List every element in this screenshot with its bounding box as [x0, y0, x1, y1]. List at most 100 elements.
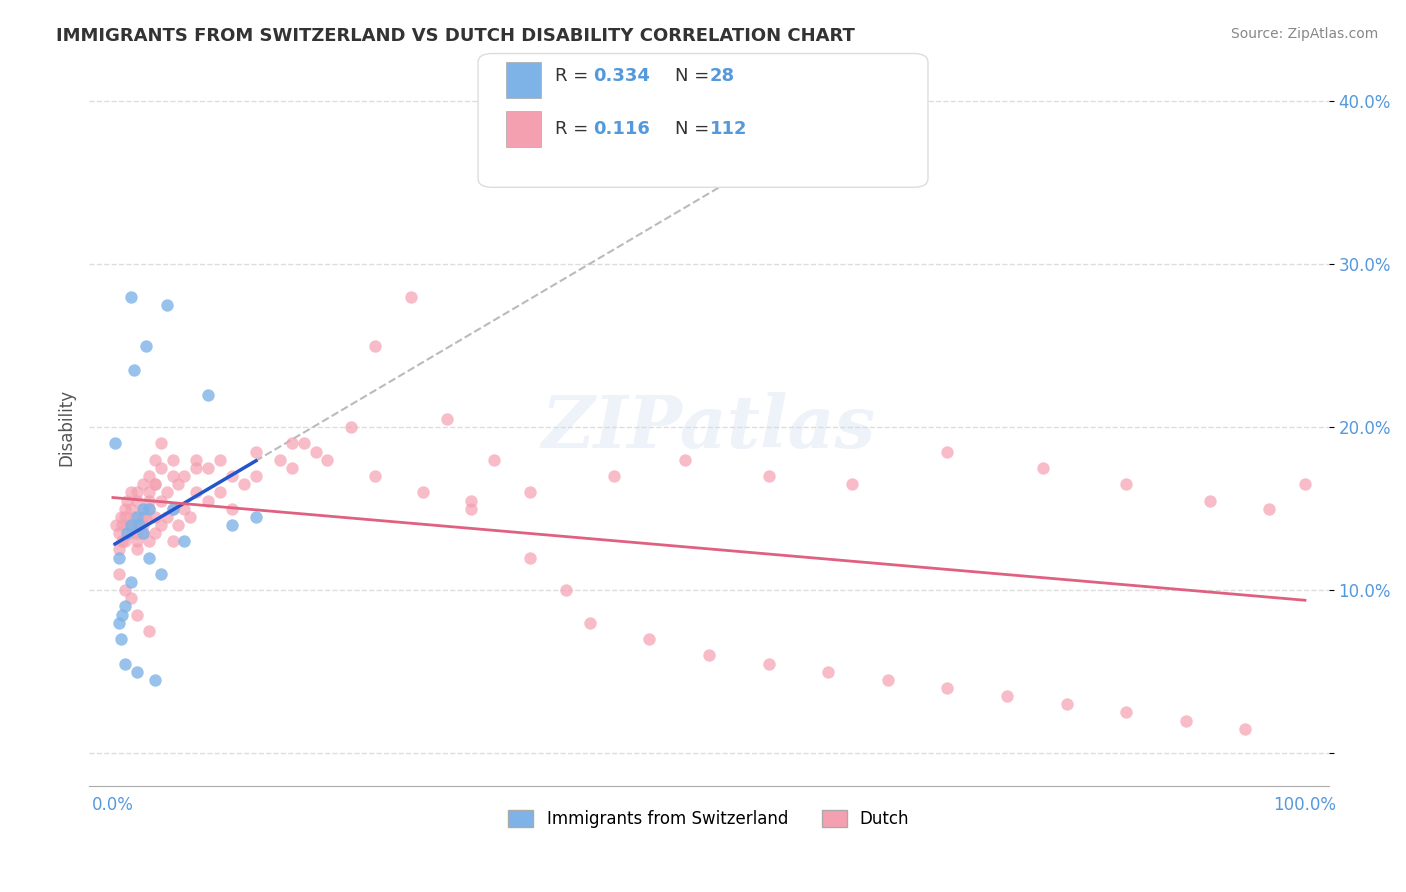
- Point: [936, 444, 959, 458]
- Point: [125, 493, 148, 508]
- Point: [1056, 698, 1078, 712]
- Point: [173, 469, 195, 483]
- Point: [519, 485, 541, 500]
- Point: [114, 501, 136, 516]
- Point: [104, 436, 127, 450]
- Point: [167, 518, 190, 533]
- Point: [519, 550, 541, 565]
- Point: [280, 461, 302, 475]
- Point: [269, 452, 291, 467]
- Point: [484, 452, 506, 467]
- Point: [120, 485, 142, 500]
- Point: [758, 657, 780, 671]
- Point: [758, 469, 780, 483]
- Point: [125, 526, 148, 541]
- Point: [162, 501, 184, 516]
- Point: [138, 501, 160, 516]
- Point: [125, 665, 148, 679]
- Point: [111, 534, 134, 549]
- Point: [602, 469, 624, 483]
- Point: [1258, 501, 1281, 516]
- Point: [138, 550, 160, 565]
- Point: [138, 624, 160, 638]
- Point: [120, 526, 142, 541]
- Point: [221, 518, 243, 533]
- Point: [114, 509, 136, 524]
- Point: [149, 518, 172, 533]
- Point: [173, 501, 195, 516]
- Point: [155, 298, 177, 312]
- Point: [1032, 461, 1054, 475]
- Text: 112: 112: [710, 120, 748, 138]
- Point: [120, 591, 142, 606]
- Point: [162, 501, 184, 516]
- Text: R =: R =: [555, 120, 600, 138]
- Point: [111, 518, 134, 533]
- Point: [135, 509, 157, 524]
- Point: [114, 657, 136, 671]
- Point: [125, 518, 148, 533]
- Point: [436, 412, 458, 426]
- Point: [1234, 722, 1257, 736]
- Point: [162, 534, 184, 549]
- Text: 0.116: 0.116: [593, 120, 650, 138]
- Legend: Immigrants from Switzerland, Dutch: Immigrants from Switzerland, Dutch: [502, 804, 917, 835]
- Point: [135, 338, 157, 352]
- Text: N =: N =: [675, 120, 714, 138]
- Point: [1174, 714, 1197, 728]
- Point: [197, 461, 219, 475]
- Point: [114, 599, 136, 614]
- Point: [120, 518, 142, 533]
- Point: [120, 574, 142, 589]
- Point: [138, 469, 160, 483]
- Point: [186, 452, 208, 467]
- Point: [995, 689, 1018, 703]
- Point: [108, 526, 131, 541]
- Point: [460, 501, 482, 516]
- Point: [138, 485, 160, 500]
- Point: [221, 469, 243, 483]
- Point: [132, 501, 155, 516]
- Point: [460, 493, 482, 508]
- Point: [125, 509, 148, 524]
- Point: [108, 566, 131, 581]
- Point: [638, 632, 661, 646]
- Point: [125, 607, 148, 622]
- Point: [245, 444, 267, 458]
- Point: [115, 526, 138, 541]
- Point: [197, 387, 219, 401]
- Point: [162, 452, 184, 467]
- Point: [125, 542, 148, 557]
- Point: [1115, 477, 1137, 491]
- Point: [115, 518, 138, 533]
- Point: [167, 477, 190, 491]
- Point: [128, 518, 150, 533]
- Point: [304, 444, 326, 458]
- Point: [162, 469, 184, 483]
- Point: [697, 648, 720, 663]
- Point: [245, 509, 267, 524]
- Point: [1115, 706, 1137, 720]
- Point: [340, 420, 363, 434]
- Point: [110, 509, 132, 524]
- Point: [173, 534, 195, 549]
- Point: [110, 632, 132, 646]
- Point: [138, 493, 160, 508]
- Point: [1294, 477, 1316, 491]
- Point: [120, 290, 142, 304]
- Point: [197, 493, 219, 508]
- Text: N =: N =: [675, 67, 714, 85]
- Point: [364, 469, 387, 483]
- Point: [399, 290, 422, 304]
- Point: [155, 485, 177, 500]
- Point: [108, 550, 131, 565]
- Point: [115, 493, 138, 508]
- Point: [105, 518, 128, 533]
- Point: [125, 485, 148, 500]
- Point: [149, 436, 172, 450]
- Point: [143, 477, 166, 491]
- Point: [554, 583, 576, 598]
- Point: [108, 615, 131, 630]
- Point: [143, 452, 166, 467]
- Point: [132, 509, 155, 524]
